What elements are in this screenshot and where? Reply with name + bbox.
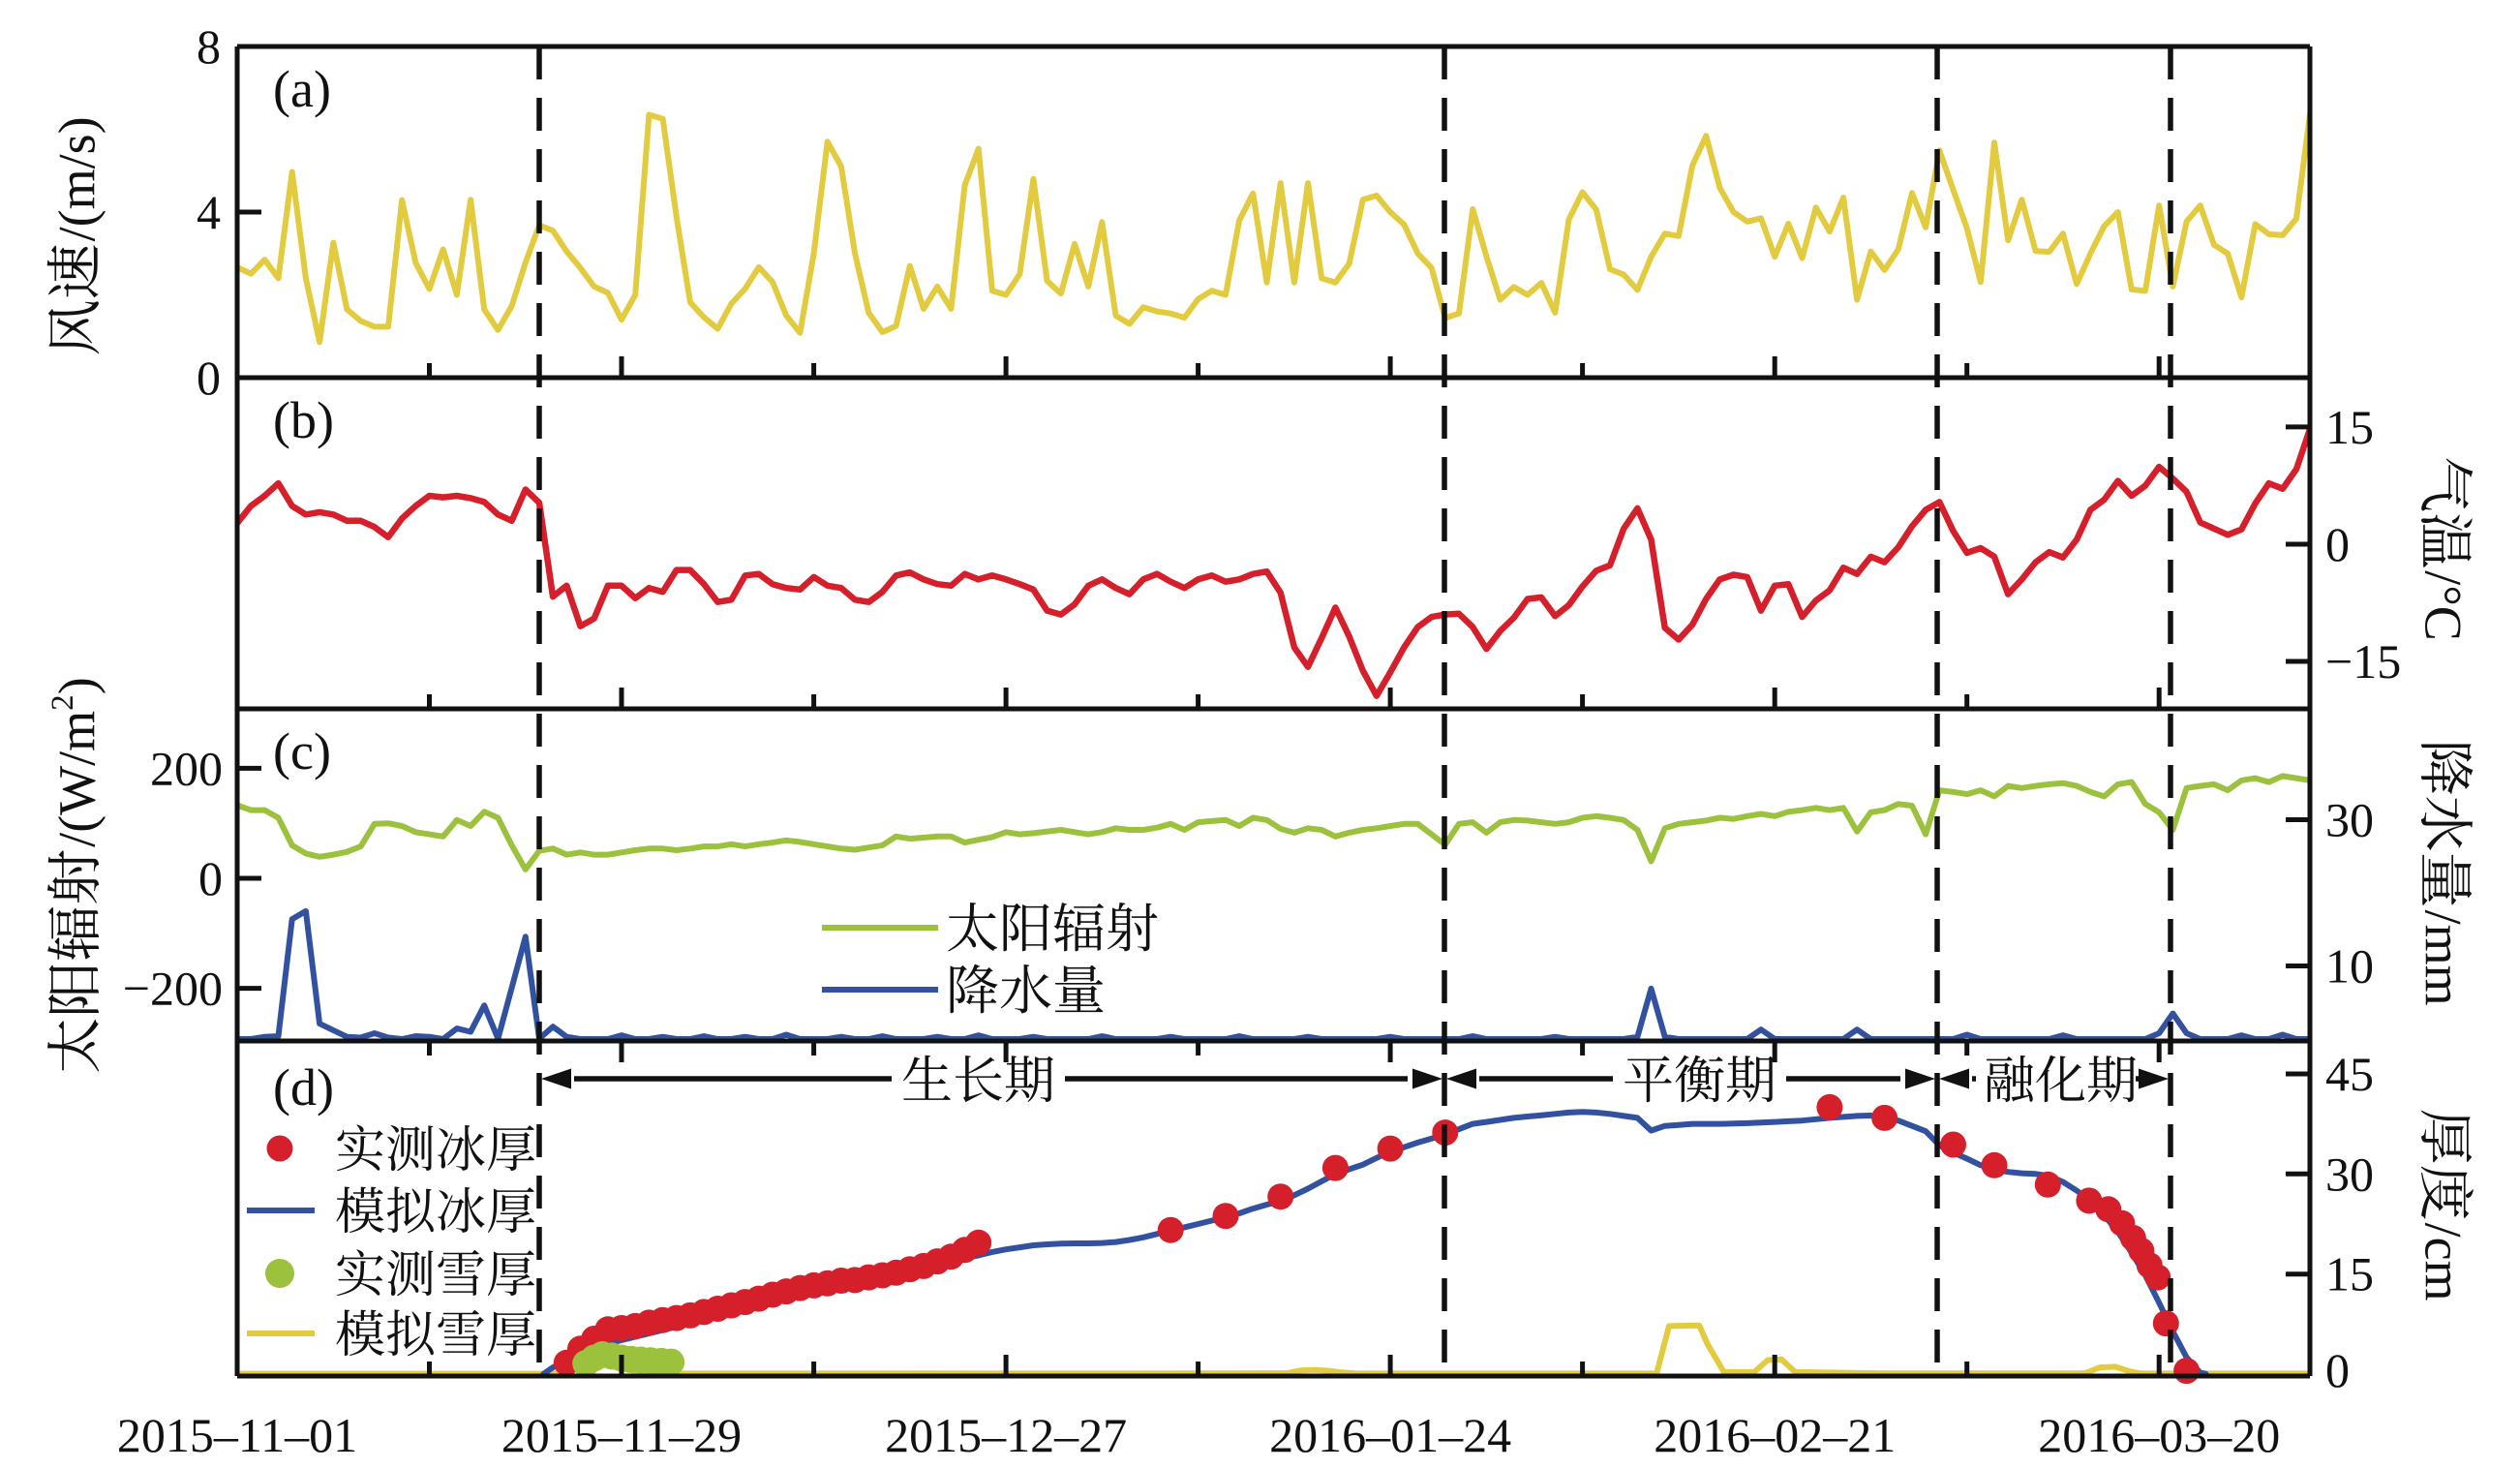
svg-text:4: 4 [197,185,221,239]
svg-text:15: 15 [2325,400,2374,454]
svg-text:15: 15 [2325,1247,2374,1301]
svg-text:30: 30 [2325,793,2374,847]
svg-text:10: 10 [2325,939,2374,994]
svg-text:−15: −15 [2325,634,2401,689]
svg-text:2016–01–24: 2016–01–24 [1269,1408,1511,1462]
svg-text:2: 2 [46,694,80,711]
svg-text:/(W/m: /(W/m [48,711,106,847]
svg-text:0: 0 [197,351,221,405]
svg-text:2015–11–29: 2015–11–29 [501,1408,742,1462]
svg-text:(c): (c) [273,722,331,780]
svg-text:45: 45 [2325,1047,2374,1101]
svg-text:−200: −200 [123,962,223,1016]
svg-text:2016–03–20: 2016–03–20 [2038,1408,2280,1462]
svg-text:/mm: /mm [2414,910,2473,1006]
svg-text:2015–11–01: 2015–11–01 [117,1408,357,1462]
svg-text:/(m/s): /(m/s) [48,116,106,241]
svg-text:200: 200 [150,741,223,795]
svg-text:/°C: /°C [2414,570,2473,641]
svg-text:): ) [48,677,106,694]
svg-text:(a): (a) [273,60,331,118]
svg-text:(b): (b) [273,391,334,449]
svg-text:8: 8 [197,19,221,74]
svg-text:2016–02–21: 2016–02–21 [1654,1408,1896,1462]
svg-text:2015–12–27: 2015–12–27 [885,1408,1127,1462]
svg-text:(d): (d) [273,1058,334,1117]
svg-text:/cm: /cm [2414,1223,2473,1301]
svg-text:0: 0 [198,851,223,905]
svg-text:0: 0 [2325,1343,2350,1397]
svg-text:0: 0 [2325,517,2350,571]
svg-text:30: 30 [2325,1147,2374,1201]
